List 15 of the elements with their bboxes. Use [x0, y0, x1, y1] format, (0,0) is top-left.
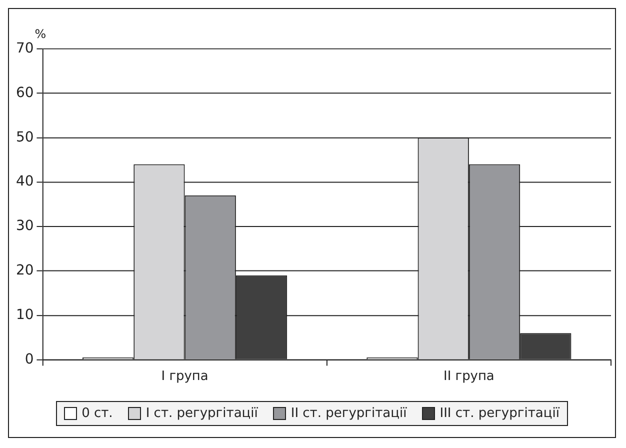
- legend-label: III ст. регургітації: [440, 406, 560, 421]
- legend-label: 0 ст.: [82, 406, 113, 421]
- y-tick-label: 30: [16, 218, 34, 234]
- y-tick-label: 40: [16, 174, 34, 190]
- y-tick-label: 0: [24, 351, 34, 368]
- y-axis-title: %: [34, 26, 46, 41]
- y-tick-label: 20: [16, 262, 34, 279]
- legend-label: I ст. регургітації: [146, 406, 258, 421]
- y-tick-label: 50: [16, 129, 34, 146]
- x-tick-label: II група: [444, 368, 494, 384]
- y-tick-label: 10: [16, 306, 34, 323]
- y-tick-label: 70: [16, 40, 34, 56]
- x-tick-label: I група: [161, 368, 208, 384]
- legend-label: II ст. регургітації: [290, 406, 407, 421]
- y-tick-label: 60: [16, 84, 34, 101]
